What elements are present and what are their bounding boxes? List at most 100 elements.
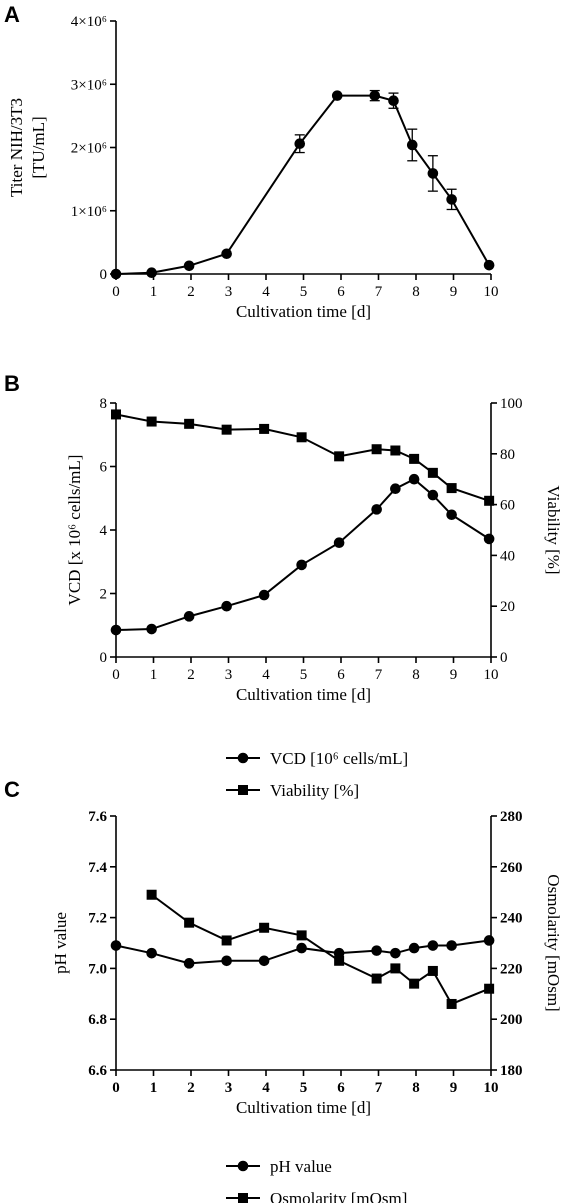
- y-right-tick-label: 180: [500, 1063, 523, 1079]
- y-left-tick-label: 4: [100, 523, 108, 539]
- panel-letter-c: C: [4, 777, 20, 802]
- data-point-primary: [427, 489, 439, 501]
- data-point-primary: [110, 624, 122, 636]
- x-tick-label: 2: [187, 667, 195, 683]
- x-tick-label: 9: [450, 1080, 458, 1096]
- x-tick-label: 9: [450, 667, 458, 683]
- data-point-secondary: [334, 451, 345, 462]
- data-point-primary: [371, 945, 382, 956]
- data-point-titer: [331, 90, 343, 101]
- y-axis-label-line: Titer NIH/3T3: [7, 98, 26, 197]
- data-point-secondary: [371, 973, 382, 984]
- data-point-primary: [258, 589, 270, 601]
- legend-item: VCD [10⁶ cells/mL]: [226, 749, 408, 768]
- y-right-tick-label: 100: [500, 396, 523, 412]
- data-point-titer: [294, 138, 306, 150]
- y-tick-label: 2×10⁶: [71, 141, 107, 157]
- legend-marker: [238, 785, 248, 795]
- data-point-primary: [446, 940, 457, 951]
- data-point-primary: [446, 509, 457, 521]
- x-tick-label: 4: [262, 284, 270, 300]
- data-point-titer: [369, 90, 381, 101]
- x-tick-label: 5: [300, 284, 308, 300]
- data-point-primary: [483, 533, 495, 545]
- data-point-secondary: [484, 495, 495, 506]
- data-point-secondary: [296, 930, 307, 941]
- x-tick-label: 5: [300, 667, 308, 683]
- data-point-primary: [146, 623, 157, 635]
- data-point-primary: [146, 947, 157, 959]
- data-point-secondary: [484, 983, 495, 994]
- x-tick-label: 10: [484, 1080, 499, 1096]
- x-tick-label: 7: [375, 1080, 383, 1096]
- x-tick-label: 0: [112, 1080, 120, 1096]
- data-point-titer: [483, 259, 495, 271]
- data-point-titer: [221, 248, 232, 260]
- y-tick-label: 1×10⁶: [71, 204, 107, 220]
- y-left-tick-label: 8: [100, 396, 108, 412]
- panel-c: C 0 1 2 3 4 5 6 7 8 9 10 Cultivation time [d] 6.6 6.8 7…: [4, 777, 563, 1203]
- y-left-tick-label: 0: [100, 650, 108, 666]
- y-tick-label: 3×10⁶: [71, 77, 107, 93]
- x-tick-label: 8: [412, 284, 420, 300]
- data-point-primary: [296, 559, 307, 571]
- y-left-tick-label: 7.4: [88, 860, 107, 876]
- x-tick-label: 8: [412, 667, 420, 683]
- x-tick-label: 7: [375, 667, 383, 683]
- data-point-primary: [408, 473, 420, 485]
- x-tick-label: 10: [484, 667, 499, 683]
- x-tick-label: 10: [484, 284, 499, 300]
- legend-item: Osmolarity [mOsm]: [226, 1189, 407, 1203]
- y-right-tick-label: 60: [500, 498, 515, 514]
- y-right-tick-label: 20: [500, 599, 515, 615]
- x-tick-label: 1: [150, 1080, 158, 1096]
- y-left-tick-label: 2: [100, 587, 108, 603]
- data-point-titer: [183, 260, 195, 272]
- y-tick-label: 4×10⁶: [71, 14, 107, 30]
- y-axis-label: Titer NIH/3T3 [TU/mL]: [7, 98, 48, 197]
- y-left-tick-label: 7.6: [88, 809, 107, 825]
- data-point-primary: [183, 611, 195, 622]
- data-point-primary: [221, 600, 232, 612]
- data-point-titer: [110, 268, 122, 280]
- data-point-secondary: [427, 965, 438, 976]
- data-point-secondary: [409, 978, 420, 989]
- legend-marker: [237, 752, 249, 764]
- data-point-primary: [183, 958, 195, 969]
- data-point-primary: [427, 940, 439, 951]
- x-tick-label: 7: [375, 284, 383, 300]
- y-left-tick-label: 6.8: [88, 1012, 107, 1028]
- data-point-primary: [333, 537, 345, 548]
- data-point-primary: [483, 935, 495, 946]
- series-line-titer: [115, 94, 490, 275]
- x-tick-label: 9: [450, 284, 458, 300]
- y-left-tick-label: 7.0: [88, 961, 107, 977]
- data-point-titer: [146, 267, 157, 279]
- data-point-primary: [258, 955, 270, 967]
- x-tick-label: 1: [150, 667, 158, 683]
- data-point-secondary: [427, 467, 438, 478]
- data-point-titer: [388, 95, 399, 106]
- x-tick-label: 6: [337, 667, 345, 683]
- legend-label: Osmolarity [mOsm]: [270, 1189, 407, 1203]
- x-tick-label: 6: [337, 284, 345, 300]
- data-point-titer: [427, 168, 439, 179]
- data-point-secondary: [111, 409, 121, 420]
- x-tick-label: 2: [187, 1080, 195, 1096]
- data-point-secondary: [221, 935, 232, 946]
- data-point-primary: [110, 940, 122, 951]
- x-axis-label: Cultivation time [d]: [236, 1098, 371, 1117]
- y-axis-right-label: Osmolarity [mOsm]: [544, 874, 563, 1011]
- y-left-tick-label: 6.6: [88, 1063, 107, 1079]
- data-point-secondary: [221, 424, 232, 435]
- data-point-secondary: [146, 416, 157, 427]
- x-tick-label: 0: [112, 667, 120, 683]
- x-tick-label: 6: [337, 1080, 345, 1096]
- data-point-secondary: [390, 963, 401, 974]
- y-right-tick-label: 280: [500, 809, 523, 825]
- data-point-titer: [446, 194, 457, 205]
- y-right-tick-label: 40: [500, 548, 515, 564]
- y-axis-left-label: pH value: [51, 912, 70, 974]
- y-right-tick-label: 200: [500, 1012, 523, 1028]
